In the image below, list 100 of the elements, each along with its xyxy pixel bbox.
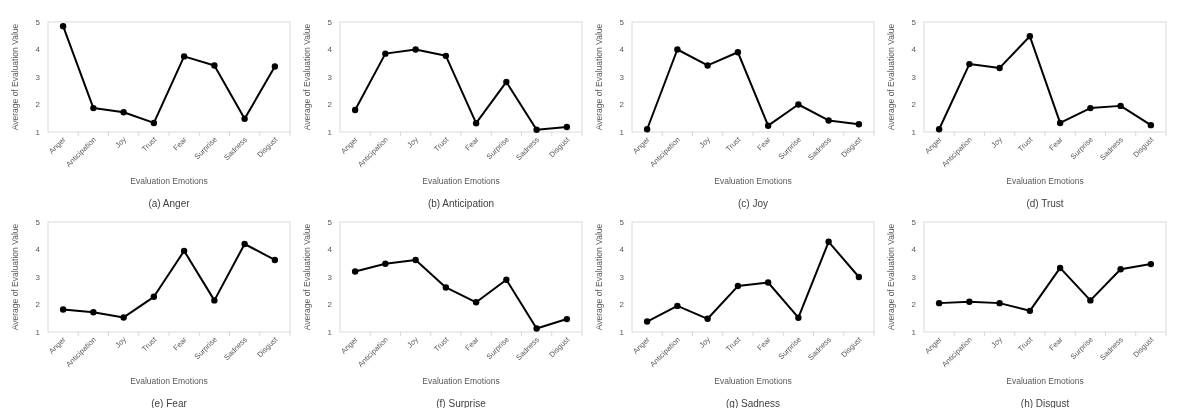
point	[351, 106, 359, 114]
y-axis-title: Average of Evaluation Value	[10, 23, 20, 131]
y-tick-label: 4	[911, 245, 917, 255]
y-tick-label: 1	[327, 127, 333, 137]
y-tick-label: 2	[35, 100, 41, 110]
point	[1087, 104, 1094, 112]
point	[734, 282, 742, 290]
x-axis-title: Evaluation Emotions	[714, 376, 792, 386]
y-tick-label: 3	[619, 72, 625, 82]
point	[855, 121, 863, 128]
point	[1117, 102, 1124, 110]
point	[442, 52, 450, 60]
point	[503, 78, 510, 86]
y-tick-label: 1	[35, 127, 41, 137]
point	[120, 109, 127, 116]
y-tick-label: 4	[35, 245, 41, 255]
point	[472, 299, 480, 306]
y-axis-title: Average of Evaluation Value	[886, 23, 896, 131]
point	[674, 46, 681, 53]
point	[382, 50, 389, 57]
y-tick-label: 4	[327, 245, 333, 255]
point	[966, 298, 973, 305]
y-tick-label: 5	[327, 217, 333, 227]
y-axis-title: Average of Evaluation Value	[594, 223, 604, 331]
y-tick-label: 2	[911, 300, 917, 310]
point	[412, 256, 419, 264]
point	[180, 53, 188, 60]
y-tick-label: 2	[327, 300, 333, 310]
y-tick-label: 3	[35, 272, 41, 282]
point	[533, 325, 540, 332]
point	[351, 268, 359, 275]
y-tick-label: 4	[35, 45, 41, 55]
y-tick-label: 3	[327, 272, 333, 282]
y-tick-label: 5	[35, 17, 41, 27]
y-tick-label: 2	[619, 100, 625, 110]
text: (c) Joy	[738, 198, 768, 209]
point	[120, 314, 127, 321]
y-tick-label: 2	[619, 300, 625, 310]
point	[795, 101, 802, 108]
point	[1026, 33, 1034, 40]
point	[241, 115, 248, 122]
x-axis-title: Evaluation Emotions	[130, 176, 208, 186]
y-tick-label: 5	[619, 17, 625, 27]
text: (d) Trust	[1026, 198, 1064, 209]
point	[533, 126, 540, 133]
point	[935, 126, 943, 133]
x-axis-title: Evaluation Emotions	[422, 376, 500, 386]
y-tick-label: 5	[327, 17, 333, 27]
y-tick-label: 1	[911, 327, 917, 337]
y-axis-title: Average of Evaluation Value	[886, 223, 896, 331]
y-axis-title: Average of Evaluation Value	[594, 23, 604, 131]
y-axis-title: Average of Evaluation Value	[302, 223, 312, 331]
point	[996, 64, 1003, 72]
point	[90, 309, 97, 316]
point	[643, 126, 651, 133]
point	[734, 49, 742, 56]
x-axis-title: Evaluation Emotions	[422, 176, 500, 186]
point	[412, 46, 419, 53]
x-axis-title: Evaluation Emotions	[130, 376, 208, 386]
text: (b) Anticipation	[427, 198, 495, 209]
point	[150, 119, 158, 127]
point	[241, 240, 248, 248]
y-tick-label: 1	[619, 327, 625, 337]
point	[1056, 264, 1064, 272]
y-tick-label: 3	[911, 72, 917, 82]
point	[674, 302, 681, 310]
point	[764, 122, 772, 129]
point	[59, 22, 67, 30]
point	[59, 306, 67, 313]
y-tick-label: 2	[327, 100, 333, 110]
point	[503, 276, 510, 283]
point	[1087, 297, 1094, 304]
text: (a) Anger	[148, 198, 191, 209]
y-tick-label: 2	[35, 300, 41, 310]
point	[271, 63, 279, 70]
point	[211, 62, 218, 69]
point	[563, 123, 571, 131]
y-tick-label: 3	[619, 272, 625, 282]
y-tick-label: 4	[327, 45, 333, 55]
x-axis-title: Evaluation Emotions	[714, 176, 792, 186]
y-tick-label: 4	[619, 245, 625, 255]
point	[855, 273, 863, 281]
y-tick-label: 1	[619, 127, 625, 137]
x-axis-title: Evaluation Emotions	[1006, 376, 1084, 386]
point	[966, 60, 973, 68]
point	[150, 293, 158, 300]
y-tick-label: 2	[911, 100, 917, 110]
y-tick-label: 5	[619, 217, 625, 227]
y-tick-label: 3	[327, 72, 333, 82]
point	[271, 256, 279, 264]
point	[90, 104, 97, 112]
point	[795, 314, 802, 321]
point	[996, 299, 1003, 307]
point	[704, 315, 711, 322]
point	[382, 260, 389, 267]
point	[1147, 260, 1155, 268]
point	[1147, 121, 1155, 129]
y-axis-title: Average of Evaluation Value	[302, 23, 312, 131]
y-tick-label: 3	[35, 72, 41, 82]
y-tick-label: 1	[35, 327, 41, 337]
